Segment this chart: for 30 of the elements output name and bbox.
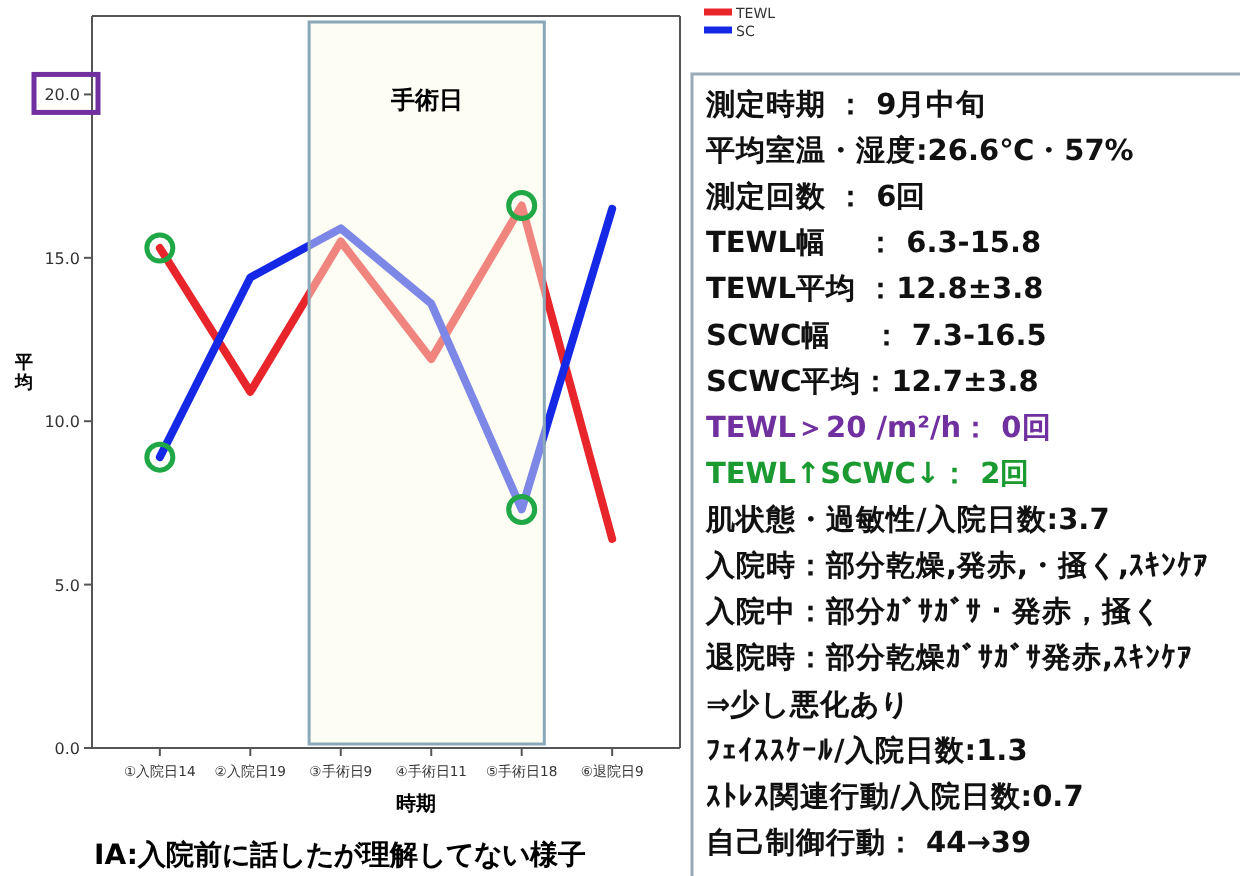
point <box>144 232 176 264</box>
text: TEWL幅 ： 6.3-15.8 <box>706 226 1042 261</box>
text: 退院時：部分乾燥ｶﾞｻｶﾞｻ発赤,ｽｷﾝｹｱ <box>704 639 1194 676</box>
text: SCWC幅 ： 7.3-16.5 <box>706 318 1047 353</box>
text: IA:入院前に話したが理解してない様子 <box>94 838 586 872</box>
text: ｽﾄﾚｽ関連行動/入院日数:0.7 <box>706 779 1084 814</box>
text: SCWC平均：12.7±3.8 <box>706 364 1039 399</box>
y-axis-title: 平均 <box>13 352 33 394</box>
text: 肌状態・過敏性/入院日数:3.7 <box>704 503 1110 538</box>
text: 自己制御行動： 44→39 <box>706 825 1032 860</box>
y-tick-label: 5.0 <box>54 576 80 595</box>
y-tick-label: 0.0 <box>54 740 80 758</box>
y-tick-label: 10.0 <box>44 413 80 432</box>
point <box>144 441 176 473</box>
text: 平均室温・湿度:26.6℃・57% <box>704 132 1135 169</box>
text: 入院時：部分乾燥,発赤,・掻く,ｽｷﾝｹｱ <box>704 547 1210 584</box>
point <box>506 190 538 222</box>
y-tick-label: 20.0 <box>44 86 80 105</box>
text: TEWL平均 ：12.8±3.8 <box>706 272 1044 307</box>
text: 測定回数 ： 6回 <box>704 178 927 215</box>
text: 入院中：部分ｶﾞｻｶﾞｻ・発赤，掻く <box>704 593 1162 630</box>
text: ﾌｪｲｽｽｹｰﾙ/入院日数:1.3 <box>706 733 1028 768</box>
y-tick-label: 15.0 <box>44 249 80 268</box>
band-label: 手術日 <box>388 86 463 114</box>
point <box>506 493 538 525</box>
text: TEWL↑SCWC↓： 2回 <box>706 458 1031 491</box>
text: 測定時期 ： 9月中旬 <box>704 86 987 122</box>
text: TEWL＞20 /m²/h： 0回 <box>706 412 1052 445</box>
x-axis-title: 時期 <box>396 792 436 816</box>
text: ⇒少し悪化あり <box>706 687 911 722</box>
